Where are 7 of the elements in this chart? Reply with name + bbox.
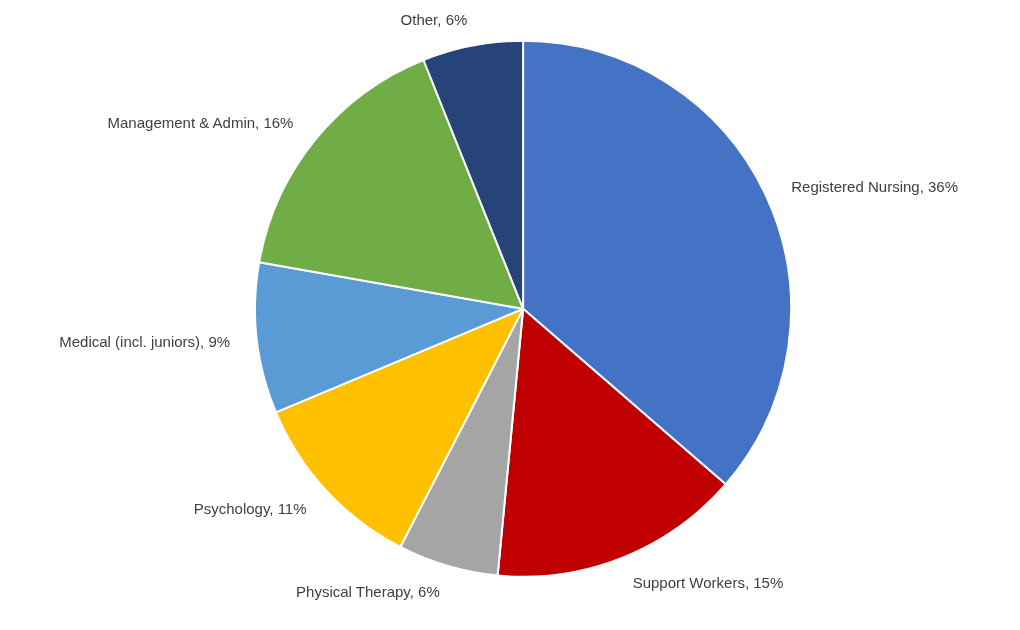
slice-label: Physical Therapy, 6%	[296, 583, 440, 601]
slice-label: Other, 6%	[400, 10, 468, 28]
slice-label: Psychology, 11%	[193, 500, 307, 518]
slice-label: Registered Nursing, 36%	[791, 177, 959, 195]
slice-label: Management & Admin, 16%	[107, 114, 294, 132]
slice-label: Medical (incl. juniors), 9%	[59, 332, 231, 350]
slice-label: Support Workers, 15%	[632, 574, 784, 592]
